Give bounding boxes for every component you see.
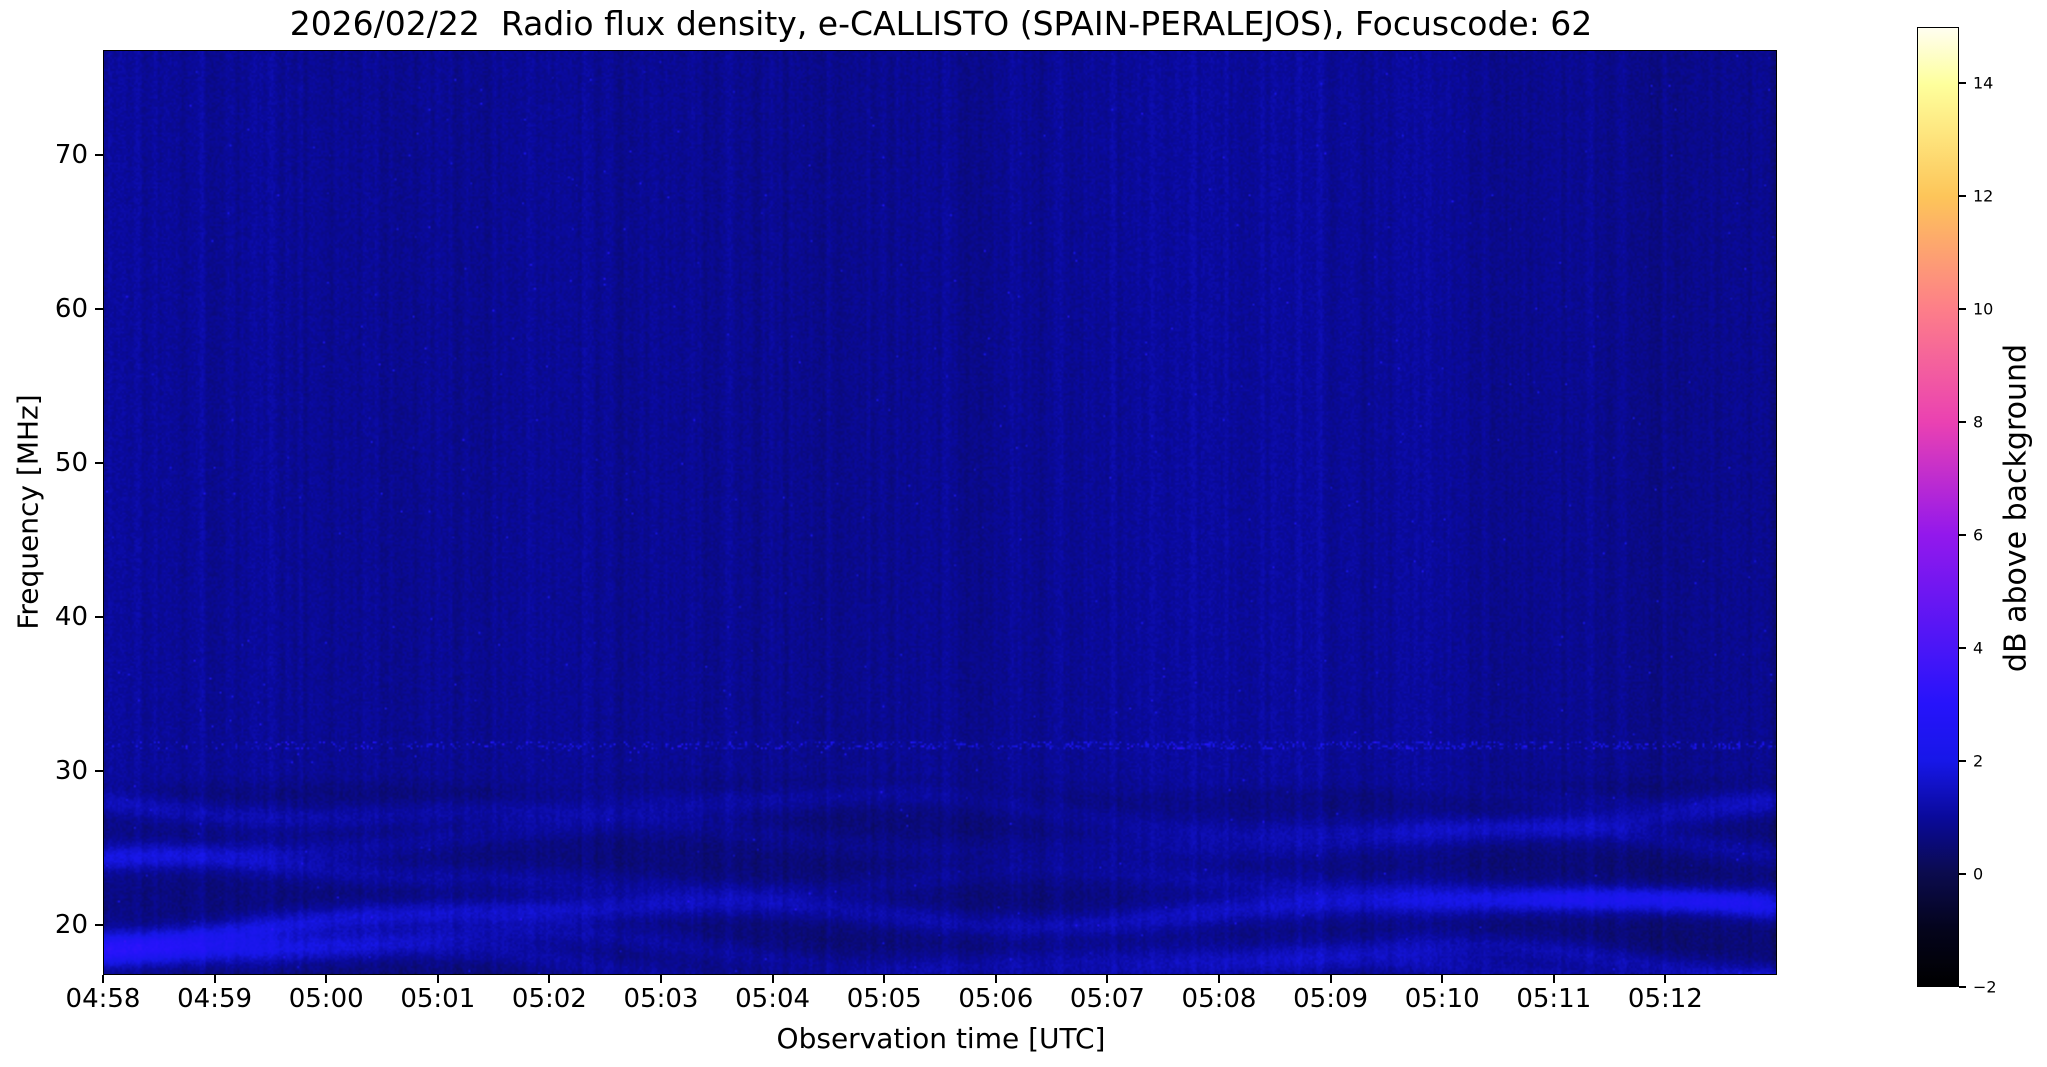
x-tick-mark	[1441, 975, 1444, 983]
x-tick-label: 04:58	[65, 984, 141, 1014]
y-tick-label: 70	[54, 139, 88, 170]
x-tick-mark	[994, 975, 997, 983]
y-tick-mark	[95, 923, 103, 926]
x-tick-label: 05:00	[288, 984, 364, 1014]
spectrogram-heatmap	[104, 51, 1776, 974]
x-tick-mark	[1664, 975, 1667, 983]
y-tick-label: 50	[54, 447, 88, 478]
colorbar	[1917, 27, 1959, 987]
x-tick-mark	[660, 975, 662, 983]
x-tick-label: 05:04	[735, 984, 811, 1014]
x-tick-mark	[548, 975, 551, 983]
y-axis-label: Frequency [MHz]	[11, 394, 45, 630]
colorbar-tick-label: 2	[1973, 751, 1984, 771]
colorbar-tick-label: −2	[1973, 977, 1997, 997]
y-tick-mark	[95, 769, 103, 772]
x-tick-label: 05:03	[623, 984, 699, 1014]
x-tick-label: 05:06	[958, 984, 1034, 1014]
colorbar-tick-mark	[1959, 421, 1966, 424]
x-tick-mark	[883, 975, 886, 983]
colorbar-tick-mark	[1959, 308, 1966, 311]
colorbar-tick-mark	[1959, 647, 1966, 650]
x-tick-mark	[1106, 975, 1109, 983]
colorbar-tick-mark	[1959, 534, 1966, 537]
y-tick-mark	[95, 307, 103, 310]
x-tick-mark	[1218, 975, 1220, 983]
colorbar-tick-mark	[1959, 873, 1966, 876]
x-tick-label: 05:05	[846, 984, 922, 1014]
x-tick-mark	[102, 975, 104, 983]
y-tick-label: 20	[54, 909, 88, 940]
colorbar-tick-label: 14	[1973, 73, 1994, 93]
x-tick-mark	[1329, 975, 1332, 983]
colorbar-tick-label: 10	[1973, 299, 1994, 319]
x-tick-mark	[771, 975, 774, 983]
colorbar-tick-mark	[1959, 986, 1966, 988]
x-tick-label: 05:02	[511, 984, 587, 1014]
x-tick-mark	[325, 975, 328, 983]
colorbar-tick-label: 4	[1973, 638, 1984, 658]
x-tick-mark	[213, 975, 216, 983]
colorbar-tick-mark	[1959, 82, 1966, 85]
colorbar-tick-label: 6	[1973, 525, 1984, 545]
y-tick-mark	[95, 615, 103, 618]
x-tick-label: 05:01	[400, 984, 476, 1014]
plot-area	[103, 50, 1777, 975]
chart-title: 2026/02/22 Radio flux density, e-CALLIST…	[289, 4, 1593, 43]
colorbar-tick-label: 0	[1973, 864, 1984, 884]
y-tick-label: 30	[54, 755, 88, 786]
colorbar-tick-mark	[1959, 195, 1966, 198]
y-tick-label: 40	[54, 601, 88, 632]
colorbar-tick-label: 8	[1973, 412, 1984, 432]
x-tick-label: 05:10	[1404, 984, 1480, 1014]
x-tick-label: 05:08	[1181, 984, 1257, 1014]
y-tick-mark	[95, 153, 103, 156]
y-tick-mark	[95, 461, 103, 464]
x-tick-mark	[1552, 975, 1555, 983]
x-axis-label: Observation time [UTC]	[776, 1022, 1106, 1055]
x-tick-label: 05:09	[1293, 984, 1369, 1014]
y-tick-label: 60	[54, 293, 88, 324]
colorbar-tick-label: 12	[1973, 186, 1994, 206]
x-tick-label: 05:11	[1516, 984, 1592, 1014]
colorbar-tick-mark	[1959, 760, 1966, 763]
x-tick-label: 05:07	[1069, 984, 1145, 1014]
x-tick-label: 04:59	[177, 984, 253, 1014]
colorbar-label: dB above background	[1998, 343, 2034, 673]
x-tick-mark	[436, 975, 439, 983]
x-tick-label: 05:12	[1627, 984, 1703, 1014]
